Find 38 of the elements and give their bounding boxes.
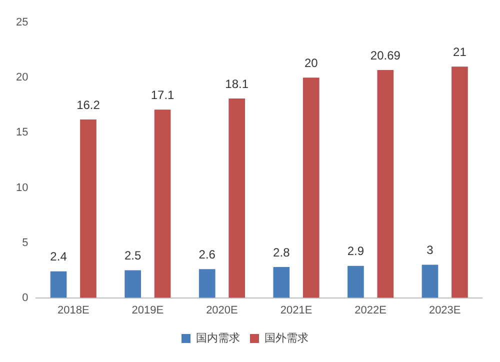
bar <box>198 269 216 298</box>
data-label: 2.4 <box>50 250 68 264</box>
data-label: 18.1 <box>225 76 249 91</box>
x-tick-label: 2022E <box>354 304 386 316</box>
y-tick-label: 10 <box>16 182 28 194</box>
x-tick-label: 2018E <box>57 304 90 316</box>
x-tick-label: 2020E <box>206 304 238 316</box>
x-tick-label: 2021E <box>280 304 312 316</box>
x-tick-label: 2019E <box>132 304 164 316</box>
bar <box>348 266 364 298</box>
y-tick-label: 20 <box>16 72 28 84</box>
data-label: 20.69 <box>370 48 401 62</box>
data-label: 2.5 <box>124 248 142 263</box>
bar <box>452 66 468 298</box>
data-label: 2.8 <box>273 245 290 260</box>
bar <box>50 271 67 298</box>
data-label: 2.6 <box>198 247 216 262</box>
bar <box>273 266 290 298</box>
bar <box>302 78 320 298</box>
data-label: 21 <box>453 44 467 59</box>
data-label: 3 <box>426 243 434 258</box>
bar <box>154 110 171 298</box>
data-label: 20 <box>304 56 318 70</box>
bar <box>124 270 141 298</box>
y-tick-label: 0 <box>22 292 28 304</box>
legend-label: 国内需求 <box>196 332 240 345</box>
bar <box>80 119 96 298</box>
bar <box>228 98 245 298</box>
x-tick-label: 2023E <box>428 304 461 316</box>
y-tick-label: 5 <box>22 236 28 249</box>
bar <box>422 264 438 298</box>
data-label: 16.2 <box>76 98 100 112</box>
bar <box>377 70 394 298</box>
legend-label: 国外需求 <box>264 332 308 345</box>
y-tick-label: 15 <box>16 126 28 139</box>
y-tick-label: 25 <box>16 16 28 29</box>
data-label: 2.9 <box>347 244 364 258</box>
data-label: 17.1 <box>150 88 175 102</box>
